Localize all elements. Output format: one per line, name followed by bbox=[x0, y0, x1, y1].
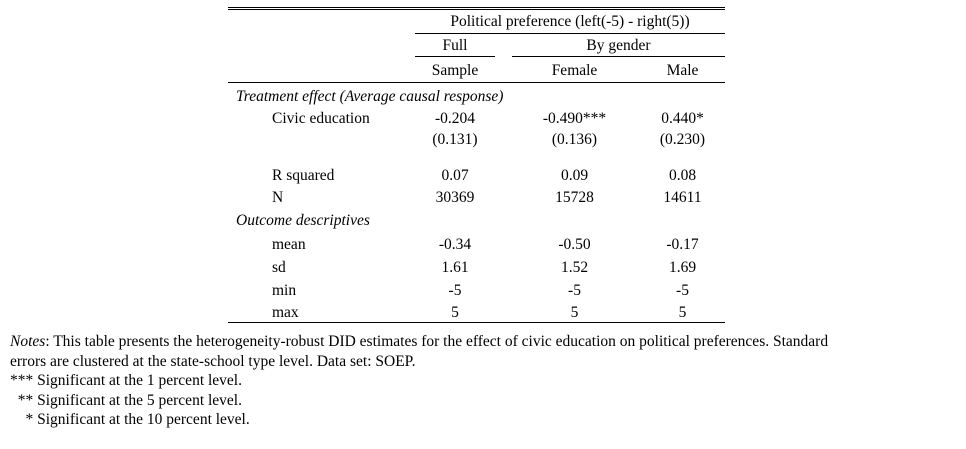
notes-line-2: errors are clustered at the state-school… bbox=[10, 352, 416, 370]
row-label-sd: sd bbox=[272, 259, 286, 276]
col-full-line2: Sample bbox=[431, 62, 479, 79]
max-female: 5 bbox=[570, 304, 579, 321]
civic-se-full: (0.131) bbox=[432, 131, 478, 148]
civic-se-female: (0.136) bbox=[551, 131, 598, 148]
notes-label: Notes bbox=[10, 333, 46, 350]
group-by-gender: By gender bbox=[586, 37, 651, 54]
notes-line-1: Notes: This table presents the heterogen… bbox=[10, 332, 955, 352]
top-rule-1 bbox=[228, 7, 725, 8]
n-male: 14611 bbox=[663, 189, 702, 206]
n-full: 30369 bbox=[435, 189, 475, 206]
civic-full: -0.204 bbox=[434, 110, 476, 127]
section-descriptives: Outcome descriptives bbox=[236, 212, 370, 229]
civic-female: -0.490*** bbox=[542, 110, 607, 127]
row-label-max: max bbox=[272, 304, 299, 321]
min-female: -5 bbox=[568, 282, 581, 299]
notes-text: : This table presents the heterogeneity-… bbox=[45, 333, 829, 350]
dependent-variable-title: Political preference (left(-5) - right(5… bbox=[450, 13, 690, 30]
table-notes: Notes: This table presents the heterogen… bbox=[10, 332, 955, 430]
min-full: -5 bbox=[448, 282, 462, 299]
n-female: 15728 bbox=[555, 189, 594, 206]
r2-male: 0.08 bbox=[668, 167, 697, 184]
max-male: 5 bbox=[678, 304, 687, 321]
row-label-min: min bbox=[272, 282, 297, 299]
max-full: 5 bbox=[451, 304, 459, 321]
sig-10-percent: * Significant at the 10 percent level. bbox=[10, 411, 250, 428]
sd-female: 1.52 bbox=[560, 259, 589, 276]
sig-5-percent: ** Significant at the 5 percent level. bbox=[10, 391, 242, 409]
r2-full: 0.07 bbox=[441, 167, 469, 184]
row-label-mean: mean bbox=[272, 236, 306, 253]
header-bottom-rule bbox=[228, 82, 725, 83]
row-label-civic: Civic education bbox=[272, 110, 370, 127]
top-rule-2 bbox=[228, 9, 725, 10]
sd-full: 1.61 bbox=[441, 259, 469, 276]
civic-se-male: (0.230) bbox=[659, 131, 706, 148]
min-male: -5 bbox=[676, 282, 689, 299]
mean-full: -0.34 bbox=[438, 236, 472, 253]
row-label-n: N bbox=[272, 189, 284, 206]
mean-female: -0.50 bbox=[558, 236, 591, 253]
section-treatment: Treatment effect (Average causal respons… bbox=[236, 88, 504, 105]
table-bottom-rule bbox=[228, 322, 725, 323]
civic-male: 0.440* bbox=[661, 110, 704, 127]
full-sample-rule bbox=[415, 56, 495, 57]
col-full-line1: Full bbox=[442, 37, 468, 54]
row-label-r2: R squared bbox=[272, 167, 335, 184]
by-gender-rule bbox=[512, 56, 725, 57]
col-female: Female bbox=[551, 62, 598, 79]
col-male: Male bbox=[666, 62, 699, 79]
dependent-var-rule bbox=[415, 33, 725, 34]
sd-male: 1.69 bbox=[668, 259, 697, 276]
mean-male: -0.17 bbox=[666, 236, 699, 253]
sig-1-percent: *** Significant at the 1 percent level. bbox=[10, 372, 242, 389]
r2-female: 0.09 bbox=[560, 167, 589, 184]
